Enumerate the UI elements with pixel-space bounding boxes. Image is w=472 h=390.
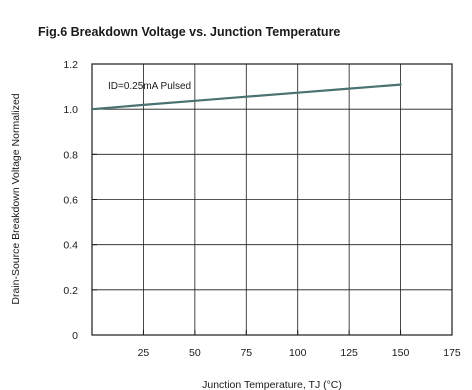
x-tick-label: 75 [240,347,252,359]
y-tick-label: 0.6 [63,195,78,207]
y-tick-label: 0.8 [63,149,78,161]
y-tick-label: 1.0 [63,104,78,116]
y-tick-label: 0.2 [63,285,78,297]
x-tick-label: 175 [443,347,461,359]
y-tick-label: 0 [72,330,78,342]
x-tick-label: 125 [340,347,358,359]
series-layer [90,83,402,111]
x-axis: 25 50 75 100 125 150 175 [138,330,461,359]
x-tick-label: 100 [289,347,307,359]
x-tick-label: 25 [138,347,150,359]
y-axis-label: Drain-Source Breakdown Voltage Normalize… [10,93,22,304]
x-axis-label: Junction Temperature, TJ (°C) [202,379,342,390]
y-tick-label: 0.4 [63,240,78,252]
x-tick-label: 150 [392,347,410,359]
series-line [90,83,402,111]
y-axis: 0 0.2 0.4 0.6 0.8 1.0 1.2 [63,59,97,342]
x-tick-label: 50 [189,347,201,359]
chart-title: Fig.6 Breakdown Voltage vs. Junction Tem… [38,25,340,39]
y-tick-label: 1.2 [63,59,78,71]
annotation: ID=0.25mA Pulsed [108,81,191,92]
